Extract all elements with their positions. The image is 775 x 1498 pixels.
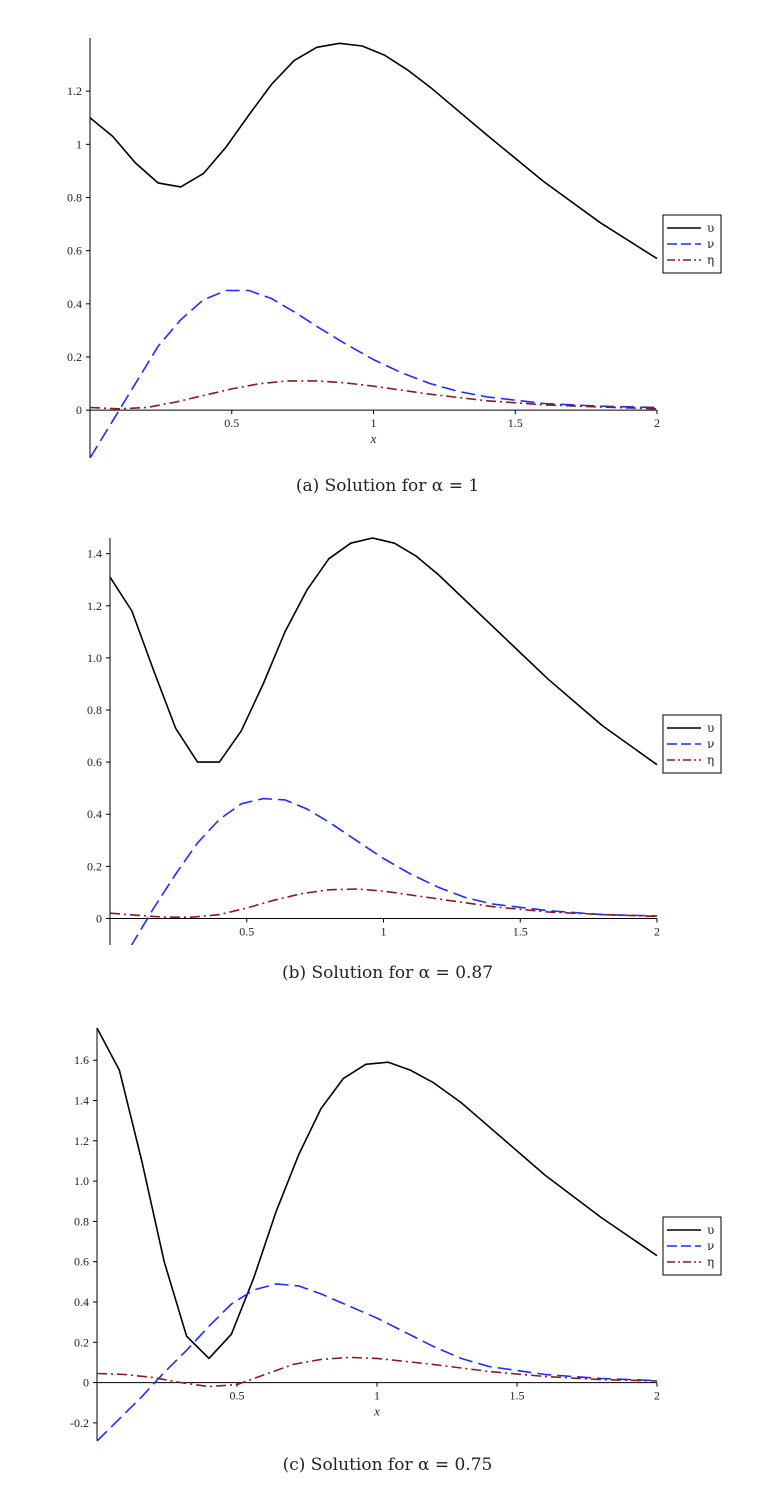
- legend-label-upsilon: υ: [707, 1223, 714, 1237]
- y-tick-label: 0.4: [74, 1295, 89, 1309]
- caption-c: (c) Solution for α = 0.75: [282, 1455, 493, 1475]
- y-tick-label: 1.6: [74, 1053, 89, 1067]
- chart-a: 0 0.2 0.4 0.6 0.8 1 1.2 0.5 1 1.5 2 x υνη: [67, 38, 722, 459]
- x-tick-label: 1: [381, 924, 387, 938]
- legend: υνη: [662, 714, 722, 774]
- x-axis-title: x: [373, 1404, 380, 1419]
- x-axis-title: x: [380, 939, 387, 945]
- legend: υνη: [662, 1216, 722, 1276]
- x-tick-label: 2: [654, 416, 660, 430]
- x-tick-label: 1.5: [508, 416, 523, 430]
- series-line-upsilon: [109, 537, 658, 766]
- chart-panel-a: 0 0.2 0.4 0.6 0.8 1 1.2 0.5 1 1.5 2 x υ ν η (a) Soluti…: [0, 0, 775, 505]
- y-tick-label: 0.4: [67, 297, 82, 311]
- x-tick-label: 0.5: [239, 924, 254, 938]
- y-tick-label: 0.8: [87, 703, 102, 717]
- x-tick-label: 1.5: [510, 1389, 525, 1403]
- series-line-upsilon: [96, 1027, 658, 1360]
- y-tick-label: -0.2: [70, 1416, 89, 1430]
- y-tick-label: 1.4: [74, 1094, 89, 1108]
- legend-label-nu: ν: [707, 1239, 714, 1253]
- caption-b: (b) Solution for α = 0.87: [281, 963, 494, 983]
- caption-a: (a) Solution for α = 1: [295, 476, 480, 496]
- series-line-eta: [89, 380, 658, 410]
- x-tick-label: 1: [374, 1389, 380, 1403]
- legend-label-upsilon: υ: [707, 721, 714, 735]
- y-tick-label: 1: [76, 137, 82, 151]
- legend-label-eta: η: [707, 753, 714, 767]
- chart-panel-c: -0.2 0 0.2 0.4 0.6 0.8 1.0 1.2 1.4 1.6 0.5 1 1.5 2 x υ ν…: [0, 1000, 775, 1498]
- y-tick-label: 1.0: [87, 651, 102, 665]
- x-tick-label: 2: [654, 924, 660, 938]
- y-tick-label: 1.0: [74, 1174, 89, 1188]
- y-tick-label: 1.4: [87, 547, 102, 561]
- legend-label-upsilon: υ: [707, 221, 714, 235]
- x-tick-label: 1: [371, 416, 377, 430]
- legend: υνη: [662, 214, 722, 274]
- chart-c: -0.2 0 0.2 0.4 0.6 0.8 1.0 1.2 1.4 1.6 0.5 1 1.5 2 x υν…: [70, 1027, 722, 1442]
- y-tick-label: 0.2: [87, 859, 102, 873]
- legend-label-eta: η: [707, 1255, 714, 1269]
- series-line-eta: [109, 888, 658, 919]
- y-tick-label: 1.2: [87, 599, 102, 613]
- y-tick-label: 0: [96, 911, 102, 925]
- series-line-eta: [96, 1356, 658, 1388]
- x-tick-label: 0.5: [224, 416, 239, 430]
- series-line-nu: [130, 797, 658, 945]
- y-tick-label: 0: [76, 403, 82, 417]
- x-tick-label: 1.5: [513, 924, 528, 938]
- y-tick-label: 0.6: [74, 1255, 89, 1269]
- series-line-upsilon: [89, 42, 658, 260]
- y-tick-label: 0.6: [67, 244, 82, 258]
- y-tick-label: 0.4: [87, 807, 102, 821]
- y-tick-label: 0.8: [67, 190, 82, 204]
- y-tick-label: 0.2: [74, 1335, 89, 1349]
- y-tick-label: 0: [83, 1376, 89, 1390]
- y-tick-label: 0.6: [87, 755, 102, 769]
- legend-label-nu: ν: [707, 237, 714, 251]
- y-tick-label: 0.2: [67, 350, 82, 364]
- series-line-nu: [89, 289, 658, 459]
- x-tick-label: 2: [654, 1389, 660, 1403]
- y-tick-label: 1.2: [67, 84, 82, 98]
- legend-label-eta: η: [707, 253, 714, 267]
- x-axis-title: x: [370, 431, 377, 446]
- y-tick-label: 1.2: [74, 1134, 89, 1148]
- y-tick-label: 0.8: [74, 1214, 89, 1228]
- legend-label-nu: ν: [707, 737, 714, 751]
- x-tick-label: 0.5: [230, 1389, 245, 1403]
- series-line-nu: [96, 1283, 658, 1442]
